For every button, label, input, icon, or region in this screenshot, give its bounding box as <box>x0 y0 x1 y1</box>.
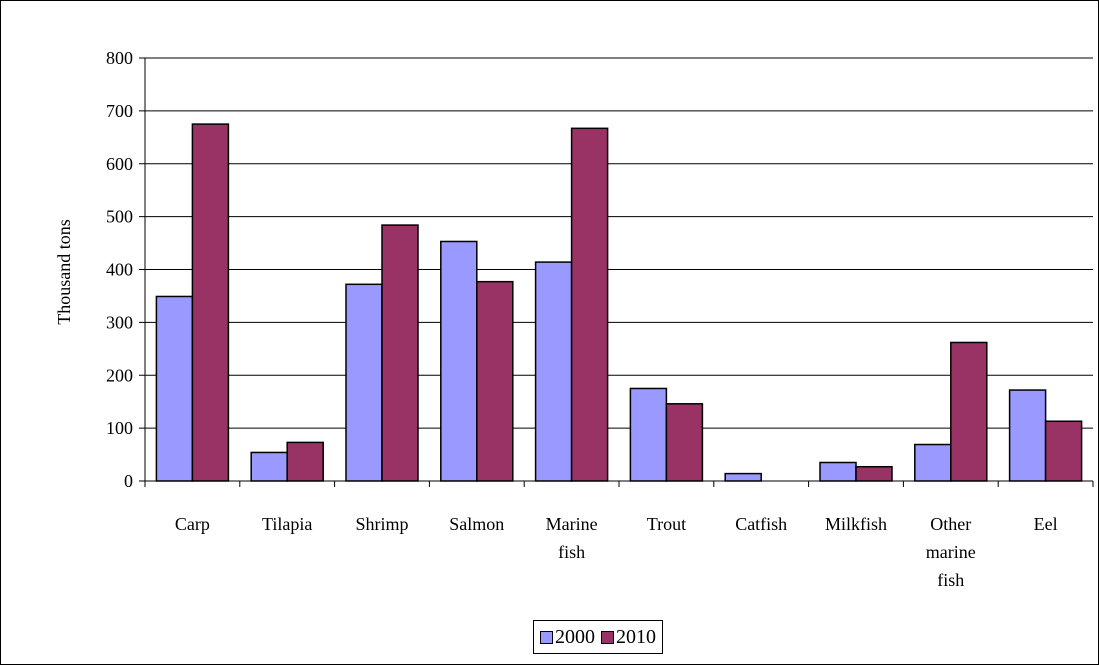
x-tick-label: Catfish <box>735 514 787 534</box>
legend: 2000 2010 <box>533 620 663 654</box>
bar-2000-carp <box>155 295 194 482</box>
x-axis-labels: Carp Tilapia Shrimp Salmon Marine fish Trout Ca… <box>175 514 1058 590</box>
bar-2000-eel <box>1008 389 1047 482</box>
x-tick-label: Eel <box>1034 514 1058 534</box>
x-tick-label: Milkfish <box>825 514 887 534</box>
bar-2000-catfish <box>724 472 762 482</box>
x-tick-label: Salmon <box>449 514 504 534</box>
y-tick-label: 600 <box>106 154 133 174</box>
legend-swatch-2010 <box>601 630 614 644</box>
legend-label-2000: 2000 <box>555 625 595 648</box>
y-tick-label: 500 <box>106 207 133 227</box>
bar-2010-shrimp <box>381 224 419 482</box>
bar-2000-salmon <box>440 240 478 482</box>
y-tick-label: 300 <box>106 312 133 332</box>
y-tick-label: 0 <box>124 471 133 491</box>
bar-2010-other-marine-fish <box>950 341 988 482</box>
bar-2000-other-marine-fish <box>914 443 952 482</box>
y-axis-title: Thousand tons <box>54 219 74 325</box>
y-tick-label: 200 <box>106 365 133 385</box>
gridlines <box>145 57 1093 429</box>
y-tick-label: 100 <box>106 418 133 438</box>
bar-2010-salmon <box>476 280 514 482</box>
bar-2010-eel <box>1044 420 1083 482</box>
legend-item-2010: 2010 <box>601 626 656 649</box>
bar-2000-shrimp <box>345 283 383 482</box>
x-tick-label: Trout <box>647 514 686 534</box>
bars <box>155 123 1083 482</box>
x-tick-label: Marine fish <box>546 514 598 562</box>
bar-2010-marine-fish <box>570 127 609 482</box>
legend-label-2010: 2010 <box>616 625 656 648</box>
bar-2000-marine-fish <box>534 261 573 482</box>
bar-2010-milkfish <box>855 465 893 482</box>
bar-2000-trout <box>629 387 668 482</box>
x-tick-label: Tilapia <box>262 514 312 534</box>
bar-2010-trout <box>665 403 704 482</box>
y-axis-ticks: 0 100 200 300 400 500 600 700 800 <box>106 48 145 491</box>
x-tick-label: Shrimp <box>355 514 408 534</box>
legend-item-2000: 2000 <box>540 626 595 649</box>
bar-2010-tilapia <box>286 441 324 482</box>
bar-2010-carp <box>191 123 230 482</box>
y-tick-label: 400 <box>106 260 133 280</box>
y-tick-label: 800 <box>106 48 133 68</box>
y-tick-label: 700 <box>106 101 133 121</box>
x-tick-label: Carp <box>175 514 210 534</box>
legend-swatch-2000 <box>540 630 553 644</box>
bar-2000-milkfish <box>819 461 857 482</box>
bar-2000-tilapia <box>250 451 288 482</box>
x-tick-label: Other marine fish <box>926 514 976 590</box>
